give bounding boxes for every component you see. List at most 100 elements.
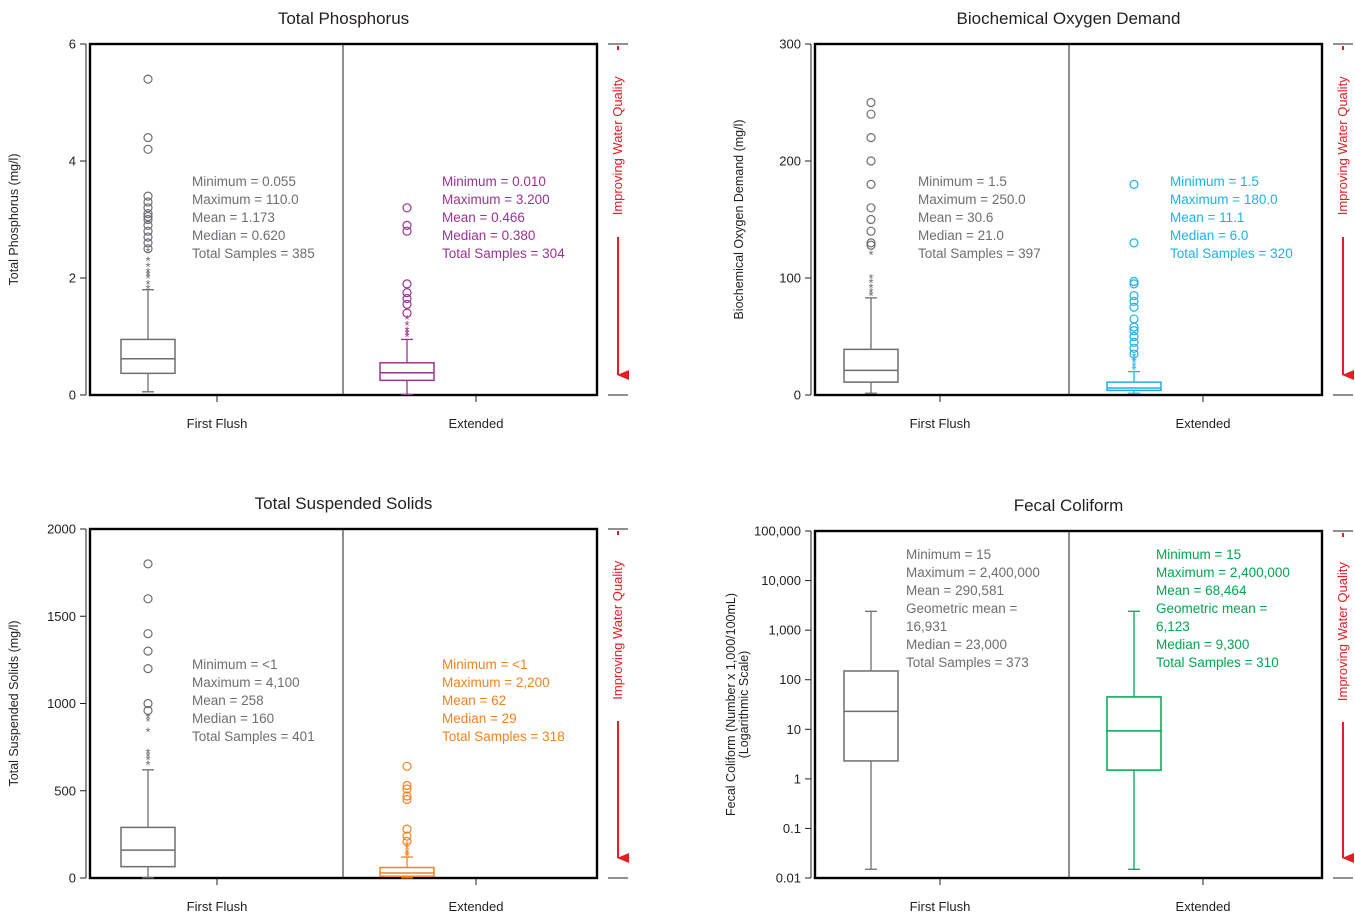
y-tick-label: 0.01 [776,871,801,886]
y-tick-label: 500 [54,783,76,798]
outlier-circle [866,133,876,143]
outlier-circle [1129,326,1139,336]
outlier-circle [402,780,412,791]
outlier-circle [143,629,153,639]
outlier-circle [143,705,153,716]
outlier-circle [143,244,153,254]
outlier-star: * [145,253,150,268]
outlier-circle [402,761,412,771]
outlier-star: * [1131,362,1136,377]
stats-line: Maximum = 110.0 [192,192,299,207]
stats-line: Mean = 258 [192,693,264,708]
outlier-circle [866,214,876,225]
y-axis-label: (Logarithmic Scale) [737,651,751,759]
outlier-circle [402,293,412,304]
y-tick-label: 0 [69,388,76,403]
outlier-circle [866,179,876,189]
stats-line: Median = 0.620 [192,228,285,243]
outlier-circle [1129,331,1139,342]
stats-line: Median = 0.380 [442,228,535,243]
y-tick-label: 1,000 [768,623,801,638]
outlier-star: * [868,271,873,286]
outlier-star: * [145,749,150,764]
outlier-star: * [1131,355,1136,370]
box-series: Minimum = 15 Maximum = 2,400,000 Mean = 29… [843,547,1040,870]
stats-line: 16,931 [906,619,947,634]
improving-label: Improving Water Quality [1335,76,1350,215]
stats-line: Mean = 290,581 [906,583,1004,598]
x-category-label: First Flush [910,899,971,914]
outlier-circle [1129,349,1139,359]
iqr-box [1106,696,1162,771]
outlier-star: * [145,268,150,283]
iqr-box [843,348,899,383]
outlier-circle [1129,343,1139,353]
stats-line: Total Samples = 385 [192,246,315,261]
y-tick-label: 1000 [47,696,76,711]
outlier-star: * [404,847,409,862]
y-axis-label: Total Phosphorus (mg/l) [7,153,21,285]
outlier-star: * [404,849,409,864]
outlier-circle [402,220,412,230]
outlier-star: * [404,318,409,333]
box-series: Minimum = 15 Maximum = 2,400,000 Mean = 68… [1106,547,1290,870]
outlier-star: * [145,745,150,760]
outlier-star: * [145,277,150,292]
outlier-star: * [404,324,409,339]
outlier-star: * [145,282,150,297]
outlier-star: * [404,841,409,856]
stats-line: Total Samples = 397 [918,246,1041,261]
outlier-circle [143,133,153,143]
outlier-circle [402,831,412,841]
stats-line: Maximum = 2,400,000 [1156,565,1290,580]
x-category-label: First Flush [910,416,971,431]
y-tick-label: 10 [787,722,801,737]
stats-line: Total Samples = 304 [442,246,565,261]
outlier-star: * [1131,359,1136,374]
stats-line: Geometric mean = [906,601,1018,616]
outlier-star: * [868,285,873,300]
outlier-star: * [404,327,409,342]
iqr-box [379,362,435,382]
y-tick-label: 0.1 [783,821,801,836]
outlier-circle [402,203,412,213]
improving-label: Improving Water Quality [610,560,625,699]
stats-line: Total Samples = 310 [1156,655,1279,670]
iqr-box [1106,381,1162,392]
chart-panel: Biochemical Oxygen Demand 0 100 200 300 Bioch… [732,9,1354,431]
stats-line: Mean = 1.173 [192,210,275,225]
outlier-star: * [145,259,150,274]
iqr-box [120,338,176,375]
y-axis-label: Biochemical Oxygen Demand (mg/l) [732,119,746,319]
stats-line: Mean = 30.6 [918,210,993,225]
stats-line: Geometric mean = [1156,601,1268,616]
outlier-circle [1129,279,1139,289]
stats-line: Maximum = 3.200 [442,192,550,207]
outlier-star: * [145,724,150,739]
stats-line: Maximum = 250.0 [918,192,1026,207]
outlier-star: * [868,248,873,263]
outlier-circle [1129,238,1139,248]
y-tick-label: 100,000 [754,524,801,539]
stats-line: Minimum = 1.5 [918,174,1007,189]
outlier-circle [143,226,153,236]
y-axis-label: Fecal Coliform (Number x 1,000/100mL) [724,593,738,816]
outlier-circle [143,594,153,604]
outlier-star: * [404,330,409,345]
outlier-circle [866,156,876,166]
outlier-star: * [1131,349,1136,364]
outlier-star: * [145,271,150,286]
x-category-label: Extended [449,416,504,431]
outlier-star: * [145,265,150,280]
stats-line: Minimum = <1 [192,657,278,672]
stats-line: Mean = 62 [442,693,506,708]
outlier-circle [143,144,153,154]
stats-line: Maximum = 180.0 [1170,192,1278,207]
outlier-circle [143,211,153,222]
chart-panel: Total Phosphorus 0 2 4 6 Total Phosphorus (mg… [7,9,629,431]
iqr-box [843,670,899,762]
stats-line: Maximum = 2,400,000 [906,565,1040,580]
